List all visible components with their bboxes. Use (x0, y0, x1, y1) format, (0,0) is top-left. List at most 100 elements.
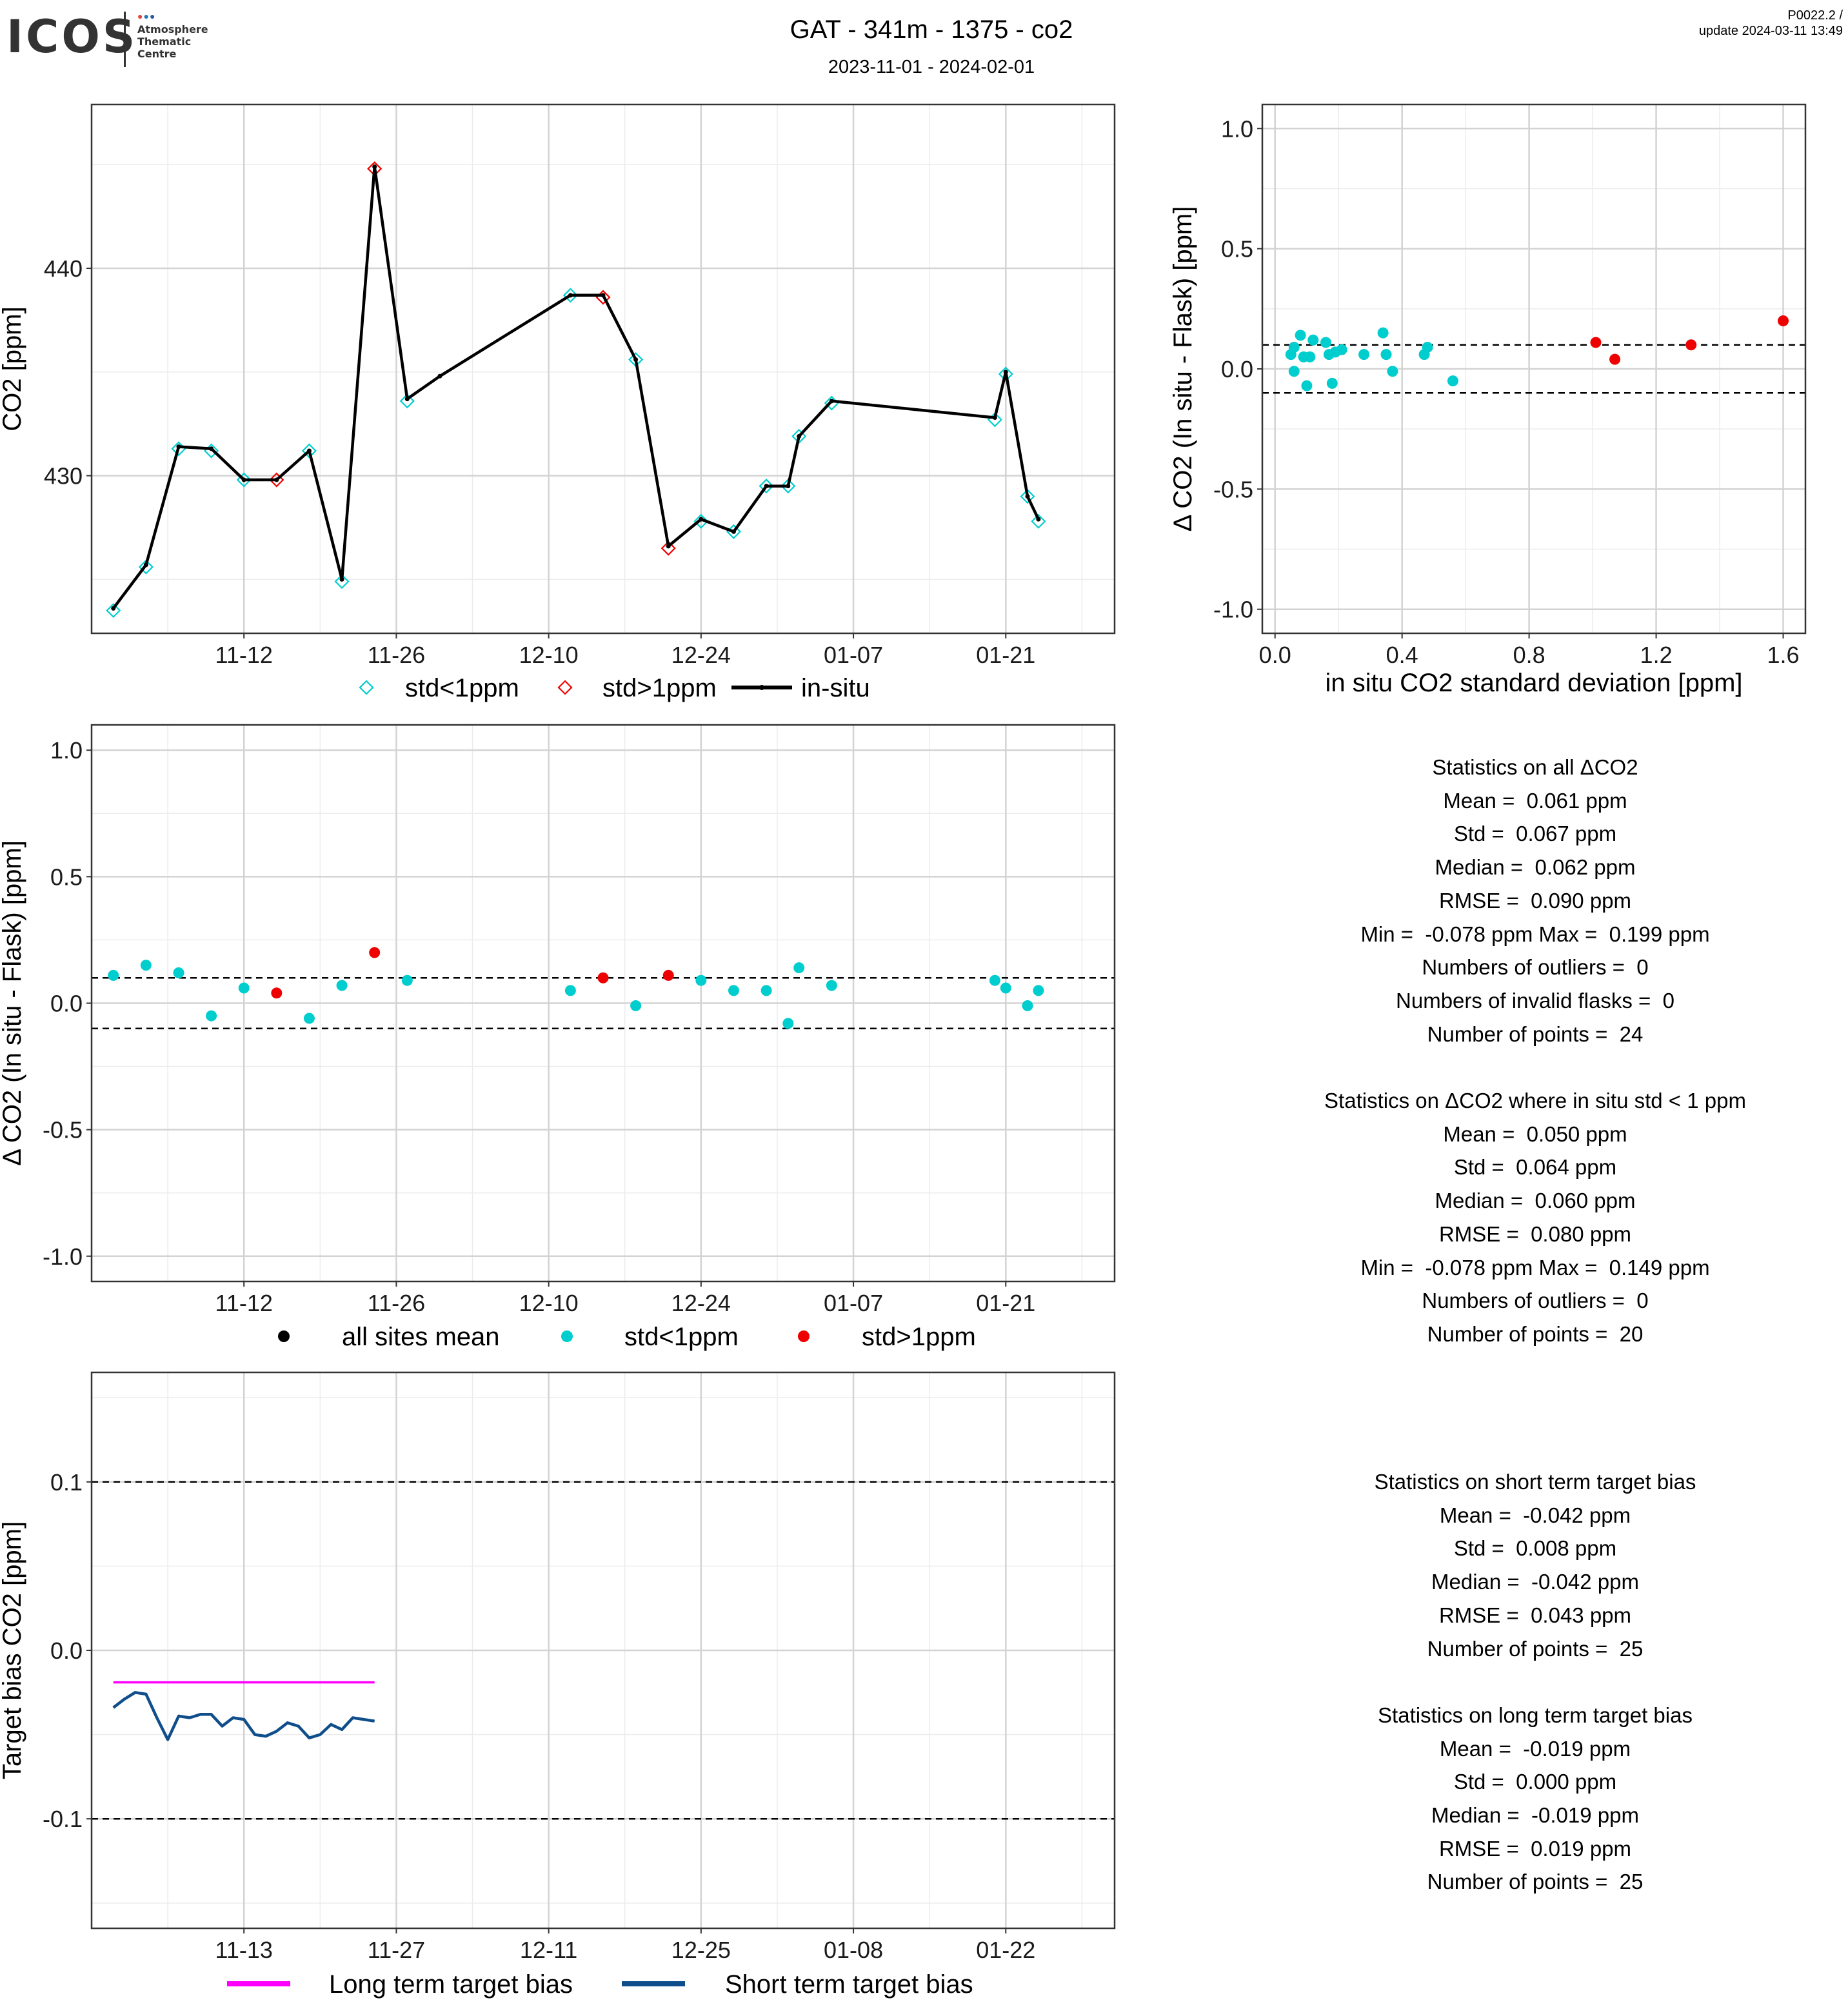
insitu-point (829, 399, 834, 404)
delta-ts-point-low-std (336, 980, 348, 991)
stats-line: Number of points = 24 (1427, 1022, 1644, 1046)
x-tick-label: 01-21 (976, 1290, 1035, 1316)
delta-point-low-std (1387, 366, 1398, 377)
insitu-point (568, 293, 573, 298)
flask-point-low-std (693, 513, 709, 529)
delta-point-low-std (1326, 377, 1338, 389)
stats-line: Median = 0.062 ppm (1435, 855, 1636, 880)
insitu-point (1036, 517, 1041, 522)
flask-point-low-std (1031, 513, 1046, 529)
stats-line: Statistics on ΔCO2 where in situ std < 1… (1324, 1089, 1746, 1113)
y-tick-label: 0.5 (50, 864, 83, 890)
x-tick-label: 12-10 (519, 1290, 579, 1316)
x-tick-label: 0.8 (1513, 642, 1545, 668)
y-tick-label: 0.5 (1221, 236, 1253, 262)
stats-line: Mean = -0.042 ppm (1439, 1503, 1631, 1527)
delta-point-high-std (1609, 353, 1621, 365)
legend-label-long-term: Long term target bias (329, 1970, 573, 1999)
update-timestamp: update 2024-03-11 13:49 (1698, 24, 1843, 38)
y-tick-label: 0.1 (50, 1469, 83, 1496)
x-tick-label: 12-24 (671, 642, 731, 668)
insitu-point (633, 357, 639, 362)
delta-ts-point-high-std (271, 987, 283, 999)
x-tick-label: 12-11 (520, 1937, 577, 1963)
delta-point-low-std (1301, 380, 1313, 391)
y-axis-label: Target bias CO2 [ppm] (0, 1521, 26, 1779)
delta-ts-point-high-std (597, 972, 609, 984)
stats-all-delta: Statistics on all ΔCO2 Mean = 0.061 ppm St… (1213, 751, 1848, 1351)
stats-line: Std = 0.067 ppm (1453, 822, 1617, 846)
y-tick-label: 0.0 (50, 1637, 83, 1664)
flask-point-low-std (301, 443, 317, 459)
chart-panel-delta-vs-std: 0.0 0.4 0.8 1.2 1.6 -1.0 -0.5 0.0 0.5 1.0 Δ CO2 (I… (1169, 103, 1807, 697)
x-tick-label: 0.0 (1259, 642, 1291, 668)
x-tick-label: 11-13 (215, 1937, 273, 1963)
chart-panel-co2-timeseries: 11-12 11-26 12-10 12-24 01-07 01-21 430 440 CO2 … (0, 103, 1116, 702)
logo-dot-red: ● (137, 11, 144, 21)
plot-border (90, 103, 1116, 635)
short-term-bias-line (112, 1691, 375, 1741)
logo-dot-blue: ● (143, 11, 150, 21)
legend-swatch-all-sites (278, 1330, 290, 1342)
flask-point-low-std (138, 559, 154, 575)
delta-point-high-std (1685, 339, 1697, 351)
x-tick-label: 1.2 (1640, 642, 1673, 668)
x-axis-label: in situ CO2 standard deviation [ppm] (1325, 669, 1742, 697)
y-tick-label: -0.5 (43, 1117, 83, 1143)
delta-ts-point-low-std (564, 985, 576, 996)
y-tick-label: 440 (44, 255, 83, 282)
plot-border (90, 724, 1116, 1283)
insitu-point (404, 397, 410, 402)
x-tick-label: 01-21 (976, 642, 1035, 668)
y-tick-label: 1.0 (50, 737, 83, 764)
legend-label-std-low: std<1ppm (624, 1323, 739, 1351)
stats-line: Mean = 0.061 ppm (1443, 788, 1627, 813)
y-tick-label: 0.0 (1221, 356, 1253, 382)
delta-ts-point-low-std (108, 969, 119, 981)
y-tick-label: -0.5 (1213, 476, 1253, 502)
delta-ts-point-low-std (206, 1010, 217, 1022)
delta-ts-point-low-std (238, 982, 250, 994)
insitu-point (339, 577, 344, 582)
x-tick-label: 11-12 (215, 642, 273, 668)
legend-label-std-high: std>1ppm (862, 1323, 976, 1351)
insitu-point (111, 606, 116, 611)
logo-sub-line-3: Centre (137, 48, 177, 60)
insitu-point (241, 477, 246, 482)
stats-line: Numbers of outliers = 0 (1422, 955, 1649, 980)
legend-label-std-high: std>1ppm (602, 674, 717, 702)
legend-label-short-term: Short term target bias (725, 1970, 973, 1999)
flask-point-high-std (661, 540, 676, 556)
delta-point-high-std (1778, 315, 1789, 326)
delta-ts-point-low-std (401, 974, 413, 986)
date-range-subtitle: 2023-11-01 - 2024-02-01 (828, 57, 1035, 77)
x-tick-label: 12-10 (519, 642, 579, 668)
legend-swatch-insitu-dot (759, 685, 764, 690)
delta-ts-point-low-std (1000, 982, 1011, 994)
flask-point-low-std (998, 366, 1013, 382)
stats-line: Min = -0.078 ppm Max = 0.199 ppm (1360, 922, 1710, 946)
x-tick-label: 01-22 (976, 1937, 1035, 1963)
logo-sub-line-1: Atmosphere (137, 23, 208, 35)
insitu-point (1003, 370, 1008, 375)
delta-point-low-std (1447, 375, 1458, 387)
delta-point-low-std (1304, 351, 1316, 362)
y-tick-label: 1.0 (1221, 115, 1253, 142)
delta-ts-point-low-std (989, 974, 1000, 986)
y-tick-label: 0.0 (50, 991, 83, 1017)
logo-subtitle: Atmosphere Thematic Centre (137, 23, 208, 60)
delta-point-high-std (1590, 337, 1602, 348)
insitu-point (209, 446, 214, 451)
logo-sub-line-2: Thematic (137, 35, 192, 48)
delta-point-low-std (1377, 327, 1389, 339)
stats-line: Number of points = 20 (1427, 1321, 1644, 1346)
flask-point-low-std (106, 603, 121, 618)
y-tick-label: -0.1 (43, 1806, 83, 1832)
insitu-point (143, 562, 148, 568)
delta-ts-point-low-std (728, 985, 739, 996)
plot-background (92, 104, 1115, 633)
stats-target-bias: Statistics on short term target bias Mean… (1213, 1465, 1848, 1899)
flask-point-low-std (1020, 489, 1035, 504)
stats-spacer (1213, 1665, 1848, 1699)
